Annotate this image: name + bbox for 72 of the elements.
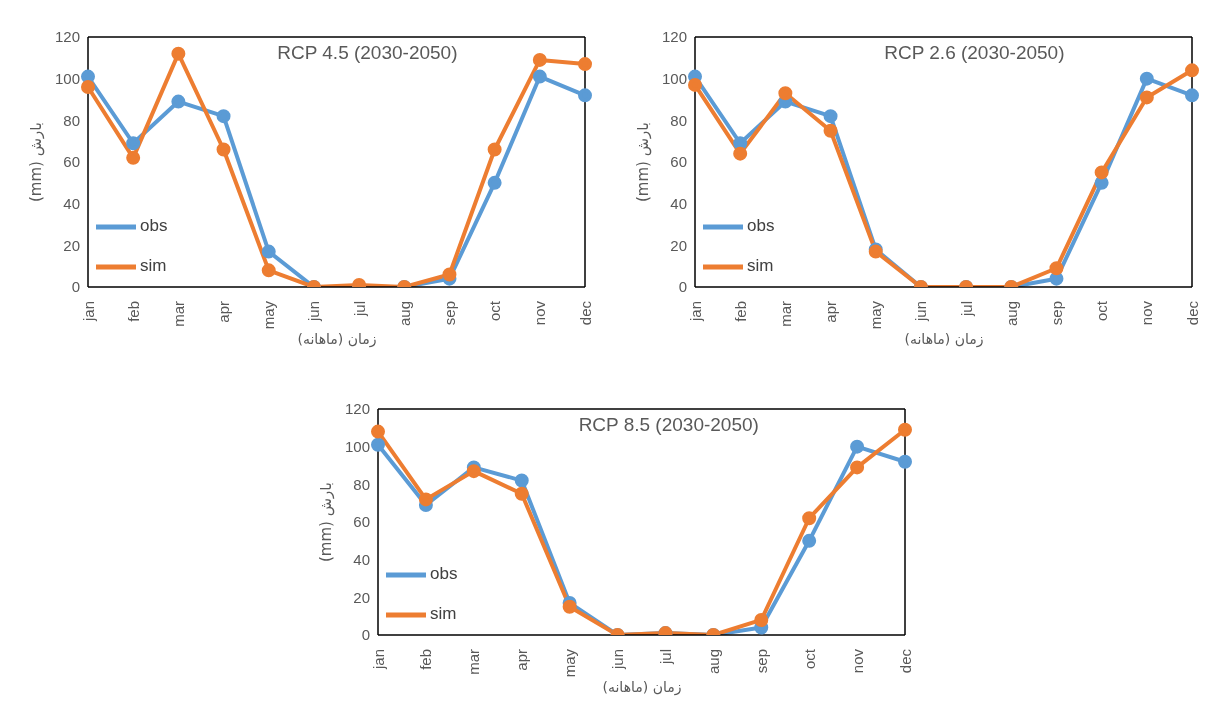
y-tick-label: 0 [71, 278, 80, 296]
y-tick-label: 120 [54, 28, 80, 46]
x-tick-label: oct [800, 648, 818, 670]
y-tick-label: 60 [353, 513, 370, 531]
x-tick-label: nov [848, 648, 866, 674]
y-tick-label: 40 [63, 194, 80, 212]
x-tick-label: jun [305, 301, 323, 323]
legend-label: obs [140, 216, 168, 236]
y-tick-label: 40 [353, 550, 370, 568]
x-tick-label: dec [1183, 300, 1201, 326]
x-tick-label: feb [731, 301, 749, 322]
x-tick-label: jun [609, 649, 627, 671]
y-tick-label: 40 [670, 194, 687, 212]
x-tick-label: dec [576, 300, 594, 326]
x-tick-label: may [561, 648, 579, 678]
x-tick-label: mar [465, 649, 483, 675]
x-tick-label: dec [896, 648, 914, 674]
y-tick-label: 60 [670, 153, 687, 171]
x-tick-label: jan [79, 301, 97, 323]
x-tick-label: nov [531, 300, 549, 326]
x-axis-title: زمان (ماهانه) [602, 679, 682, 695]
y-axis-title: (mm) بارش [634, 121, 652, 202]
x-tick-label: aug [1002, 301, 1020, 327]
y-tick-label: 20 [670, 236, 687, 254]
x-tick-label: apr [513, 649, 531, 671]
x-tick-label: jan [686, 301, 704, 323]
x-tick-label: jan [369, 649, 387, 671]
x-tick-label: sep [752, 649, 770, 674]
x-tick-label: nov [1138, 300, 1156, 326]
x-tick-label: sep [1047, 301, 1065, 326]
x-tick-label: aug [704, 649, 722, 675]
x-tick-label: oct [486, 300, 504, 322]
legend-label: sim [140, 256, 167, 276]
x-axis-title: زمان (ماهانه) [904, 331, 984, 347]
legend-label: obs [747, 216, 775, 236]
y-tick-label: 20 [353, 588, 370, 606]
y-tick-label: 80 [353, 475, 370, 493]
y-tick-label: 0 [678, 278, 687, 296]
x-tick-label: oct [1093, 300, 1111, 322]
x-tick-label: jun [912, 301, 930, 323]
x-tick-label: jul [957, 301, 975, 318]
x-tick-label: mar [169, 301, 187, 327]
y-tick-label: 80 [670, 111, 687, 129]
x-tick-label: mar [776, 301, 794, 327]
chart-title: RCP 4.5 (2030-2050) [277, 42, 458, 64]
x-axis-title: زمان (ماهانه) [297, 331, 377, 347]
x-tick-label: aug [395, 301, 413, 327]
y-tick-label: 20 [63, 236, 80, 254]
legend-label: sim [747, 256, 774, 276]
y-tick-label: 100 [344, 437, 370, 455]
y-tick-label: 120 [661, 28, 687, 46]
x-tick-label: apr [215, 301, 233, 323]
y-tick-label: 100 [54, 69, 80, 87]
x-tick-label: sep [440, 301, 458, 326]
chart-title: RCP 8.5 (2030-2050) [578, 414, 759, 436]
y-tick-label: 80 [63, 111, 80, 129]
y-axis-title: (mm) بارش [27, 121, 45, 202]
x-tick-label: jul [350, 301, 368, 318]
x-tick-label: feb [124, 301, 142, 322]
legend-label: obs [430, 564, 458, 584]
x-tick-label: may [867, 300, 885, 330]
x-tick-label: jul [656, 649, 674, 666]
y-axis-title: (mm) بارش [317, 481, 335, 562]
y-tick-label: 100 [661, 69, 687, 87]
y-tick-label: 60 [63, 153, 80, 171]
x-tick-label: feb [417, 649, 435, 670]
x-tick-label: apr [822, 301, 840, 323]
legend-label: sim [430, 604, 457, 624]
x-tick-label: may [260, 300, 278, 330]
chart-title: RCP 2.6 (2030-2050) [884, 42, 1065, 64]
y-tick-label: 0 [361, 626, 370, 644]
y-tick-label: 120 [344, 400, 370, 418]
